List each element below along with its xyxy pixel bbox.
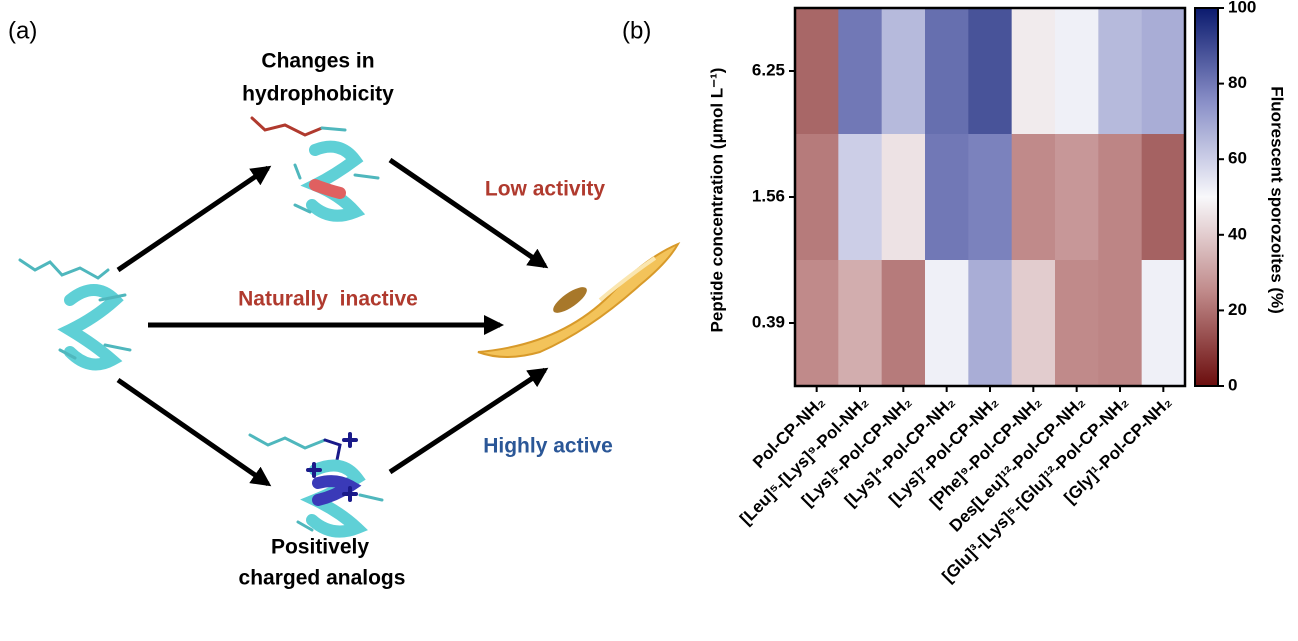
peptide-helix-hydrophobic bbox=[252, 118, 378, 216]
heat-cell bbox=[925, 134, 969, 261]
heat-cell bbox=[795, 134, 839, 261]
heat-cell bbox=[838, 8, 882, 135]
diagram-label: hydrophobicity bbox=[242, 83, 394, 106]
heat-cell bbox=[882, 260, 926, 387]
colorbar-tick-label: 40 bbox=[1228, 224, 1247, 243]
y-tick-label: 6.25 bbox=[752, 60, 785, 79]
heatmap: 6.25 1.56 0.39 Peptide concentration (μmol … bbox=[707, 0, 1286, 586]
parasite bbox=[478, 244, 678, 357]
diagram-label: charged analogs bbox=[239, 567, 406, 590]
heat-cell bbox=[1055, 134, 1099, 261]
diagram-label: Highly active bbox=[483, 435, 613, 458]
heat-cell bbox=[968, 260, 1012, 387]
colorbar-tick-label: 100 bbox=[1228, 0, 1256, 16]
heat-cell bbox=[1098, 8, 1142, 135]
heat-cell bbox=[925, 8, 969, 135]
y-axis-label: Peptide concentration (μmol L⁻¹) bbox=[707, 68, 726, 333]
heat-cell bbox=[1142, 260, 1186, 387]
heat-cell bbox=[1012, 260, 1056, 387]
y-tick-label: 1.56 bbox=[752, 186, 785, 205]
heat-cell bbox=[1142, 8, 1186, 135]
figure: (a) (b) Changes in hydrophobicity L bbox=[0, 0, 1298, 636]
heat-cell bbox=[968, 8, 1012, 135]
colorbar bbox=[1195, 8, 1218, 386]
heat-cell bbox=[1098, 134, 1142, 261]
colorbar-tick-label: 20 bbox=[1228, 300, 1247, 319]
colorbar-label: Fluorescent sporozoites (%) bbox=[1268, 86, 1287, 314]
heat-cell bbox=[1098, 260, 1142, 387]
heat-cell bbox=[1055, 260, 1099, 387]
diagram-label: Positively bbox=[271, 536, 369, 559]
colorbar-tick-label: 80 bbox=[1228, 73, 1247, 92]
heat-cell bbox=[882, 8, 926, 135]
heat-cell bbox=[838, 134, 882, 261]
arrows bbox=[118, 160, 545, 484]
panel-label: (b) bbox=[622, 17, 651, 44]
colorbar-tick-label: 0 bbox=[1228, 375, 1237, 394]
heat-cell bbox=[838, 260, 882, 387]
heat-cell bbox=[1055, 8, 1099, 135]
diagram-label: Changes in bbox=[261, 50, 374, 73]
heat-cell bbox=[1012, 134, 1056, 261]
colorbar-tick-label: 60 bbox=[1228, 149, 1247, 168]
heat-cell bbox=[795, 8, 839, 135]
heat-cell bbox=[925, 260, 969, 387]
heat-cell bbox=[1142, 134, 1186, 261]
heat-cell bbox=[968, 134, 1012, 261]
heat-cell bbox=[1012, 8, 1056, 135]
peptide-helix-positive bbox=[250, 434, 382, 532]
heat-cell bbox=[795, 260, 839, 387]
diagram-label: Naturally inactive bbox=[238, 288, 418, 311]
heat-cell bbox=[882, 134, 926, 261]
panel-label: (a) bbox=[8, 17, 37, 44]
diagram-label: Low activity bbox=[485, 178, 606, 201]
y-tick-label: 0.39 bbox=[752, 312, 785, 331]
peptide-helix bbox=[20, 260, 130, 365]
